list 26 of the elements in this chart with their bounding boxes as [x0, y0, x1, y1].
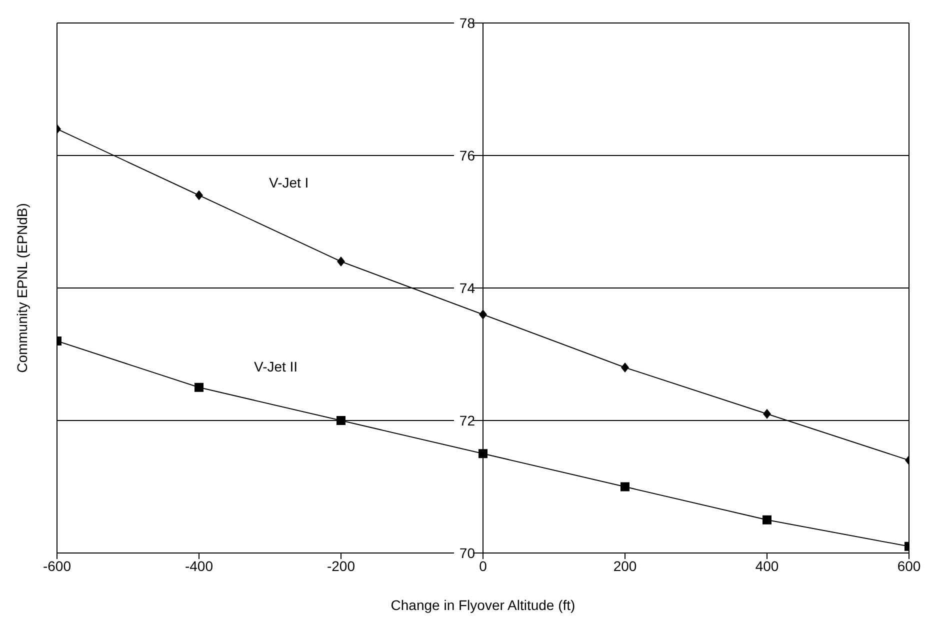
series-label: V-Jet II	[254, 358, 298, 374]
point	[762, 515, 772, 524]
point	[620, 482, 630, 492]
point	[478, 449, 488, 458]
x-tick-label: 400	[755, 558, 779, 574]
x-axis-title: Change in Flyover Altitude (ft)	[390, 597, 576, 613]
x-tick-label: -200	[326, 558, 356, 574]
point	[194, 382, 204, 392]
text: V-Jet I	[269, 174, 309, 190]
x-tick-label: 600	[897, 558, 921, 574]
x-tick-label: 200	[613, 558, 637, 574]
point	[337, 256, 345, 266]
point	[195, 190, 203, 200]
point	[479, 310, 487, 320]
x-tick-label: -600	[42, 558, 72, 574]
point	[336, 416, 346, 425]
x-tick-label: 0	[479, 558, 488, 574]
y-tick-label: 74	[459, 280, 476, 296]
x-tick-label: -400	[184, 558, 214, 574]
point	[763, 408, 771, 419]
y-tick-label: 72	[459, 412, 476, 428]
point	[621, 362, 629, 372]
y-tick-label: 76	[459, 147, 476, 164]
y-tick-label: 78	[459, 14, 476, 31]
y-axis-title: Community EPNL (EPNdB)	[14, 203, 30, 373]
y-tick-label: 70	[459, 544, 476, 561]
